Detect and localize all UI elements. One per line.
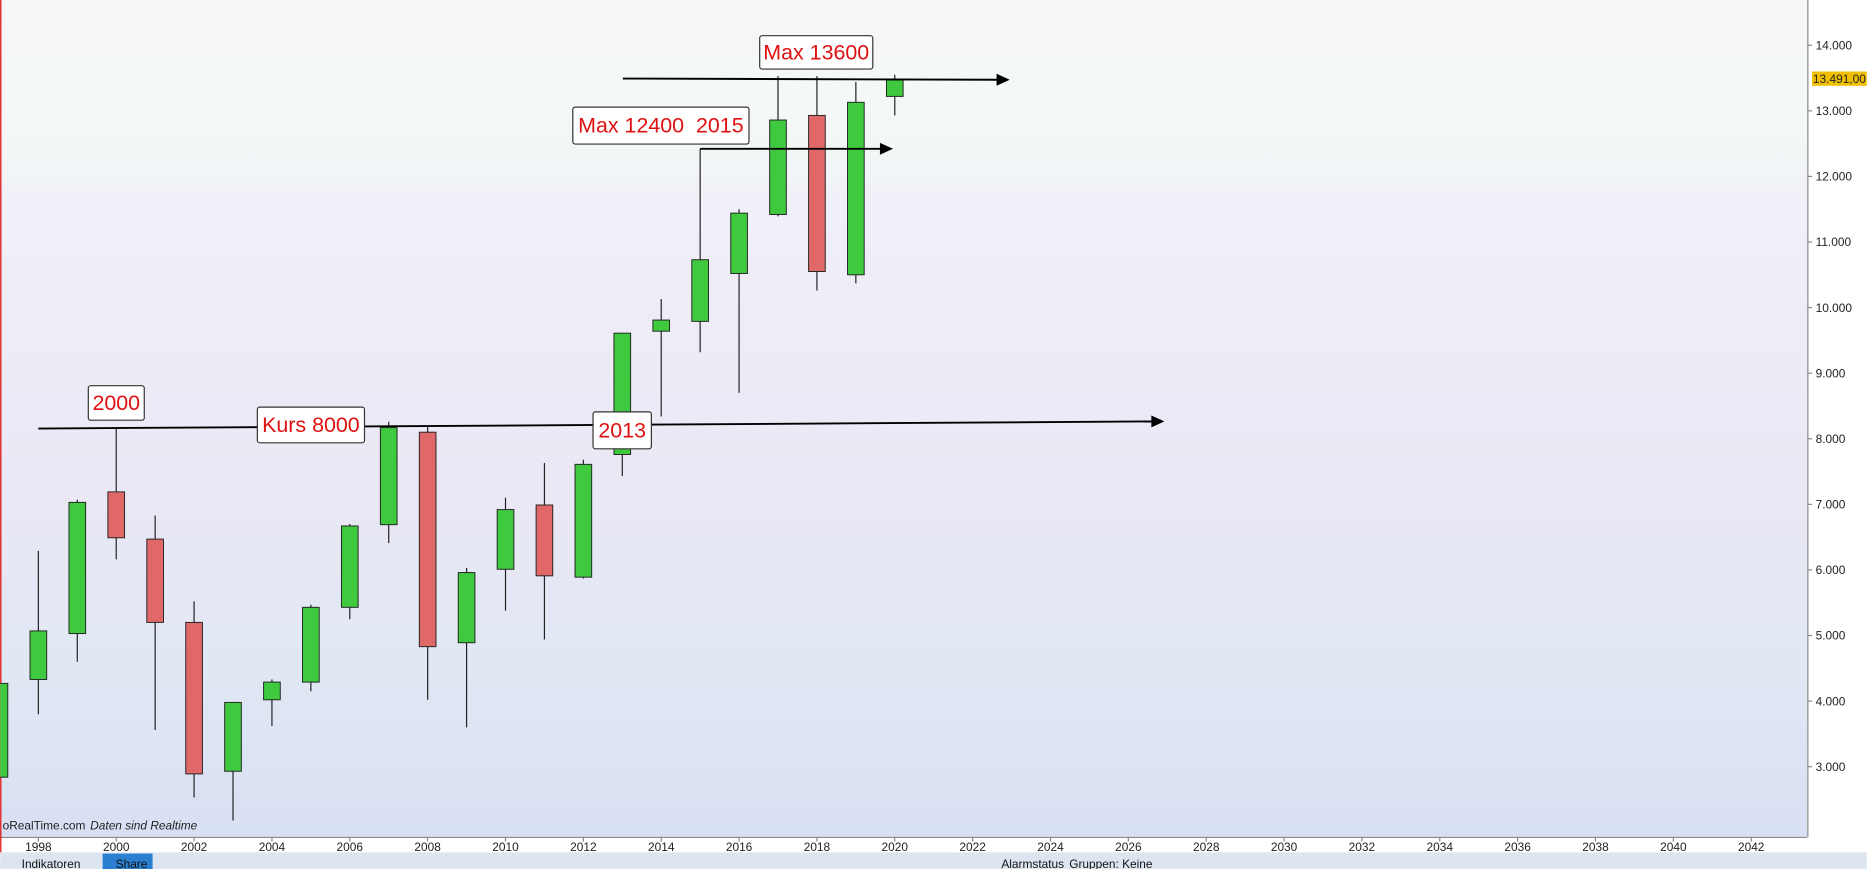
y-tick-label: 12.000 [1816, 170, 1853, 184]
annotation-box [759, 35, 874, 70]
candle-body [418, 431, 437, 648]
x-tick-label: 2026 [1115, 840, 1142, 854]
x-tick-label: 2022 [959, 840, 986, 854]
y-tick-label: 4.000 [1816, 694, 1846, 708]
candle-body [29, 630, 48, 680]
x-tick-label: 1998 [25, 840, 52, 854]
trend-line [622, 77, 998, 81]
candle-body [224, 701, 242, 772]
x-tick-label: 2036 [1504, 840, 1531, 854]
toolbar [0, 852, 1867, 869]
candle-body [535, 504, 554, 577]
candle-body [496, 509, 515, 570]
y-tick-label: 6.000 [1816, 563, 1846, 577]
y-tick-label: 7.000 [1816, 498, 1846, 512]
candle-body [885, 79, 904, 97]
annotation-box [256, 406, 366, 444]
candle-body [107, 491, 126, 539]
x-tick-label: 2014 [648, 840, 675, 854]
y-tick-label: 13.000 [1816, 104, 1853, 118]
annotation: Max 12400 2015 [578, 114, 743, 138]
candle-body [769, 119, 787, 215]
candle-body [457, 572, 476, 644]
candle-body [730, 212, 748, 274]
x-tick-label: 2006 [337, 840, 364, 854]
toolbar-item[interactable]: Indikatoren [22, 857, 81, 869]
y-tick-label: 11.000 [1816, 235, 1852, 249]
y-tick-label: 10.000 [1816, 301, 1853, 315]
toolbar-items: Indikatoren Share Alarmstatus Gruppen: Kein… [22, 853, 1153, 869]
candle-body [0, 682, 9, 778]
candle-body [146, 538, 164, 623]
x-tick-label: 2012 [570, 840, 597, 854]
y-tick-label: 3.000 [1816, 760, 1846, 774]
annotation-box [87, 385, 145, 421]
candle-body [847, 101, 865, 276]
y-tick-label: 14.000 [1816, 38, 1853, 52]
x-tick-label: 2016 [726, 840, 753, 854]
x-tick-label: 2010 [492, 840, 519, 854]
x-tick-label: 2008 [414, 840, 441, 854]
arrow-head [996, 73, 1010, 86]
source-site: oRealTime.com [3, 819, 86, 833]
source-note: Daten sind Realtime [90, 819, 197, 833]
x-tick-label: 2000 [103, 840, 130, 854]
arrow-head [879, 142, 894, 155]
candle-body [340, 525, 359, 608]
y-tick-label: 8.000 [1816, 432, 1846, 446]
candle-body [302, 606, 320, 683]
last-price-label: 13.491,00 [1813, 72, 1866, 86]
y-axis-area [1807, 0, 1867, 853]
x-tick-label: 2040 [1660, 840, 1687, 854]
annotation-box [592, 411, 652, 450]
x-tick-label: 2024 [1037, 840, 1064, 854]
x-tick-label: 2018 [804, 840, 831, 854]
candle-body [68, 501, 87, 635]
annotation: Max 13600 [763, 41, 869, 65]
annotation: Kurs 8000 [262, 413, 360, 437]
x-tick-label: 2038 [1582, 840, 1609, 854]
source: oRealTime.com Daten sind Realtime [3, 819, 198, 833]
x-tick-label: 2030 [1271, 840, 1298, 854]
y-tick-label: 5.000 [1816, 629, 1846, 643]
toolbar-item[interactable]: Share [116, 857, 148, 869]
x-tick-label: 2020 [882, 840, 909, 854]
x-tick-label: 2002 [181, 840, 208, 854]
annotation: 2013 [598, 418, 646, 442]
x-tick-label: 2004 [259, 840, 286, 854]
candle-body [652, 319, 671, 332]
candle-body [808, 114, 826, 272]
annotation-box [572, 106, 750, 145]
plot [0, 74, 904, 821]
x-tick-label: 2034 [1427, 840, 1454, 854]
candle-body [263, 681, 281, 701]
annotation: 2000 [92, 391, 140, 415]
x-tick-label: 2032 [1349, 840, 1376, 854]
last-price-tag [1812, 71, 1867, 86]
toolbar-item[interactable]: Gruppen: Keine [1069, 857, 1153, 869]
toolbar-item[interactable]: Alarmstatus [1001, 857, 1064, 869]
candle-body [574, 463, 593, 578]
arrow-head [1151, 415, 1165, 428]
y-tick-label: 9.000 [1816, 366, 1846, 380]
candle-body [379, 427, 398, 526]
x-tick-label: 2028 [1193, 840, 1220, 854]
candle-body [185, 621, 203, 775]
share-button[interactable] [102, 853, 153, 869]
candle-body [691, 259, 709, 322]
x-tick-label: 2042 [1738, 840, 1765, 854]
